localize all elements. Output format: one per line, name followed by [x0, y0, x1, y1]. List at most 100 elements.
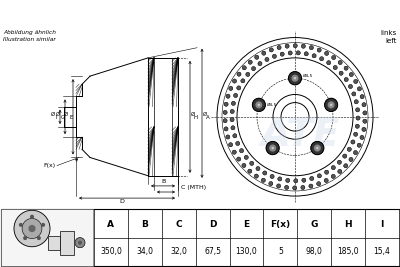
Text: Ø4,5: Ø4,5 [303, 74, 313, 78]
Text: 5: 5 [278, 247, 283, 256]
Text: 350,0: 350,0 [100, 247, 122, 256]
Circle shape [354, 151, 358, 155]
Text: 34,0: 34,0 [136, 247, 153, 256]
Circle shape [360, 135, 364, 139]
Circle shape [75, 238, 85, 248]
Text: D: D [120, 199, 124, 204]
Circle shape [338, 170, 342, 174]
Circle shape [230, 118, 234, 122]
Text: E: E [244, 220, 250, 229]
Text: A: A [206, 115, 210, 120]
Circle shape [237, 157, 241, 161]
Circle shape [240, 149, 244, 153]
Circle shape [280, 52, 284, 56]
Text: Ø: Ø [64, 112, 68, 117]
Circle shape [14, 210, 50, 247]
Circle shape [244, 155, 248, 159]
Circle shape [277, 45, 281, 50]
Text: links
left: links left [381, 30, 397, 44]
Bar [60, 230, 74, 255]
Circle shape [272, 54, 276, 58]
Text: 24.0134-0105.1: 24.0134-0105.1 [85, 5, 219, 20]
Circle shape [317, 182, 321, 186]
Circle shape [226, 135, 230, 139]
Circle shape [242, 163, 246, 167]
Circle shape [232, 79, 236, 83]
Circle shape [357, 87, 361, 91]
Text: 32,0: 32,0 [170, 247, 187, 256]
Text: F(x): F(x) [270, 220, 290, 229]
Circle shape [309, 46, 313, 50]
Circle shape [248, 60, 252, 64]
Circle shape [231, 126, 235, 130]
Circle shape [270, 174, 274, 178]
Circle shape [41, 223, 45, 227]
Circle shape [317, 174, 321, 178]
Circle shape [360, 95, 364, 99]
Circle shape [344, 164, 348, 168]
Circle shape [230, 109, 234, 113]
Circle shape [262, 51, 266, 55]
Circle shape [255, 55, 259, 59]
Text: I: I [380, 220, 384, 229]
Circle shape [312, 54, 316, 58]
Text: Ø: Ø [51, 112, 55, 117]
Circle shape [304, 52, 308, 56]
Circle shape [352, 92, 356, 96]
Circle shape [325, 170, 329, 174]
Circle shape [223, 119, 227, 123]
Circle shape [296, 51, 300, 55]
Text: Ø: Ø [191, 112, 195, 117]
Circle shape [363, 119, 367, 123]
Circle shape [232, 101, 236, 105]
Circle shape [23, 236, 27, 240]
Bar [1, 209, 93, 266]
Circle shape [226, 94, 230, 98]
Text: 185,0: 185,0 [337, 247, 359, 256]
Circle shape [314, 144, 321, 152]
Circle shape [344, 77, 348, 81]
Text: Abbildung ähnlich
Illustration similar: Abbildung ähnlich Illustration similar [3, 30, 56, 42]
Circle shape [250, 161, 254, 165]
Circle shape [363, 111, 367, 115]
Circle shape [224, 102, 228, 106]
Text: D: D [209, 220, 216, 229]
Text: C (MTH): C (MTH) [181, 185, 206, 190]
Circle shape [343, 154, 347, 158]
Circle shape [332, 56, 336, 60]
Circle shape [237, 86, 241, 90]
Circle shape [255, 101, 262, 108]
Circle shape [269, 48, 273, 52]
Circle shape [348, 84, 352, 89]
Circle shape [30, 215, 34, 219]
Circle shape [288, 51, 292, 55]
Text: H: H [344, 220, 352, 229]
Circle shape [355, 124, 359, 128]
Circle shape [272, 147, 274, 149]
Text: G: G [61, 115, 65, 120]
Bar [48, 235, 60, 250]
Circle shape [252, 98, 265, 112]
Circle shape [356, 108, 360, 112]
Circle shape [246, 72, 250, 76]
Circle shape [331, 166, 335, 170]
Text: Ø: Ø [56, 112, 60, 117]
Text: 98,0: 98,0 [306, 247, 323, 256]
Text: Ø4,5: Ø4,5 [267, 103, 277, 107]
Circle shape [293, 186, 297, 190]
Circle shape [331, 174, 335, 178]
Circle shape [349, 158, 353, 162]
Circle shape [252, 66, 256, 71]
Circle shape [324, 178, 328, 183]
Circle shape [325, 51, 329, 55]
Circle shape [317, 48, 321, 52]
Circle shape [354, 80, 358, 84]
Text: Ø: Ø [203, 112, 207, 117]
Circle shape [302, 178, 306, 182]
Circle shape [78, 241, 82, 245]
Circle shape [347, 147, 351, 151]
Circle shape [339, 71, 343, 75]
Circle shape [357, 143, 361, 147]
Circle shape [349, 73, 353, 77]
Circle shape [263, 171, 267, 175]
